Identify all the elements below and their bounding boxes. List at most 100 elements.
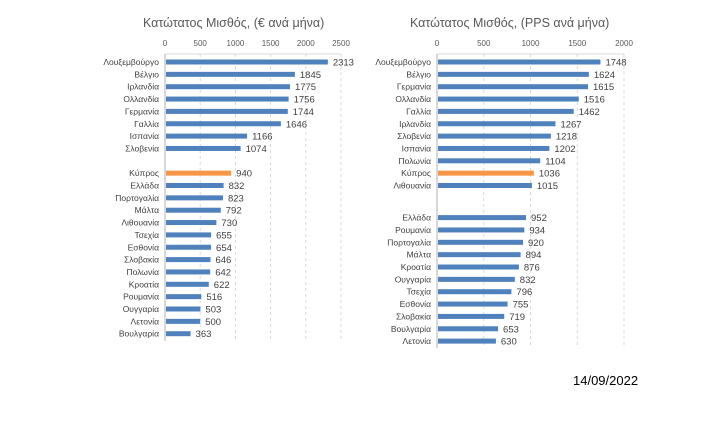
bar [438,276,515,282]
bar [438,145,550,151]
bar [166,121,281,127]
bar [166,269,211,275]
bar [166,220,217,226]
bar [166,96,289,102]
category-label: Βέλγιο [134,69,159,79]
bar [166,318,201,324]
category-label: Γαλλία [134,119,159,129]
data-label: 500 [205,317,221,328]
data-label: 823 [228,193,244,204]
category-label: Γερμανία [397,82,431,92]
bar [166,281,209,287]
bar [438,301,508,307]
category-label: Κροατία [129,279,159,289]
bar [166,59,328,65]
bar [438,59,601,65]
chart-svg: 0 500 1000 1500 2000 2500 Λουξεμβούργο 2313 Βέλγ… [103,39,354,341]
data-label: 792 [226,206,242,217]
bar [166,257,211,263]
data-label: 1516 [584,95,605,106]
bar [438,264,519,270]
bar [166,133,248,139]
bar [438,133,551,139]
category-label: Ουγγαρία [123,304,159,314]
data-label: 1748 [605,58,626,69]
category-label: Ισπανία [402,143,431,153]
data-label: 730 [221,218,237,229]
data-label: 1036 [539,169,560,180]
data-label: 1202 [554,144,575,155]
data-label: 940 [236,169,252,180]
category-label: Εσθονία [400,299,432,309]
category-label: Λετονία [131,316,160,326]
data-label: 1615 [593,82,614,93]
category-label: Ιρλανδία [127,82,159,92]
bar [438,252,521,258]
bar [438,338,496,344]
data-label: 1166 [252,132,272,143]
category-label: Σλοβακία [396,311,431,321]
category-label: Λιθουανία [121,218,159,228]
x-tick-label: 1000 [522,39,540,48]
data-label: 1744 [293,107,314,118]
bar [438,215,527,221]
bar-highlight [166,170,232,176]
category-label: Ελλάδα [402,213,431,223]
category-label: Ουγγαρία [395,274,431,284]
bar [166,108,288,114]
data-label: 1845 [300,70,321,81]
bar [438,227,525,233]
data-label: 1074 [246,144,267,155]
category-label: Τσεχία [134,230,159,240]
category-label: Εσθονία [128,242,160,252]
data-label: 1462 [579,107,600,118]
chart-pps-per-month: Κατώτατος Μισθός, (PPS ανά μήνα) 0 500 100… [361,0,722,360]
data-label: 646 [215,255,231,266]
category-label: Λουξεμβούργο [103,57,159,67]
chart-title: Κατώτατος Μισθός, (€ ανά μήνα) [143,16,325,30]
bar [438,326,499,332]
bar [166,195,223,201]
category-label: Πολωνία [398,156,431,166]
data-label: 642 [215,267,231,278]
chart-title: Κατώτατος Μισθός, (PPS ανά μήνα) [410,16,610,30]
data-label: 796 [516,287,532,298]
data-label: 832 [229,181,245,192]
category-label: Πορτογαλία [387,237,431,247]
x-tick-label: 0 [163,39,168,48]
bar [166,244,212,250]
category-label: Ισπανία [130,131,159,141]
bar [166,71,295,77]
category-label: Γαλλία [406,106,431,116]
data-label: 1756 [294,95,315,106]
data-label: 1267 [560,119,581,130]
data-label: 1646 [286,119,307,130]
bar [166,84,290,90]
category-label: Λετονία [403,336,432,346]
category-label: Σλοβακία [124,255,159,265]
x-tick-label: 2000 [297,39,315,48]
data-label: 363 [196,329,212,340]
x-tick-label: 2000 [615,39,633,48]
x-tick-label: 1500 [262,39,280,48]
category-label: Βουλγαρία [391,324,431,334]
category-label: Ιρλανδία [399,119,431,129]
bar [438,84,589,90]
category-label: Πολωνία [126,267,159,277]
bar [438,96,579,102]
bar [166,331,191,337]
x-tick-label: 500 [477,39,491,48]
data-label: 503 [205,305,221,316]
bar [438,313,505,319]
data-label: 1775 [295,82,316,93]
data-label: 1624 [594,70,615,81]
data-label: 832 [520,275,536,286]
data-label: 516 [206,292,222,303]
category-label: Ολλανδία [395,94,431,104]
data-label: 894 [526,250,542,261]
bar [438,108,574,114]
category-label: Τσεχία [406,287,431,297]
bar [166,145,241,151]
category-label: Ολλανδία [123,94,159,104]
category-label: Λιθουανία [393,181,431,191]
